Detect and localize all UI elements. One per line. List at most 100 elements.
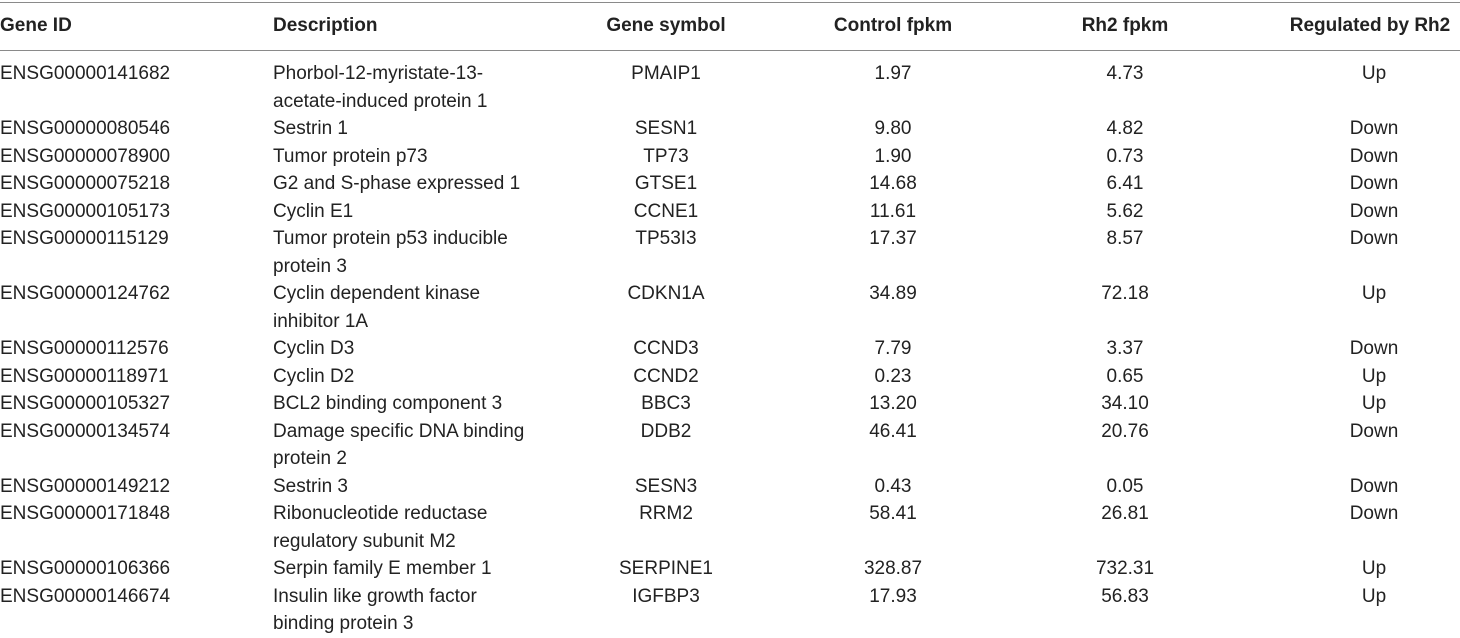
cell-gene-id: ENSG00000171848 [0,503,171,524]
cell-gene-symbol: SESN1 [634,118,698,139]
cell-control-fpkm: 0.23 [874,365,912,387]
description-line: binding protein 3 [273,613,414,634]
table-row: ENSG00000141682 Phorbol-12-myristate-13- a… [0,60,1460,115]
cell-description: Damage specific DNA binding protein 2 [273,418,563,473]
cell-rh2-fpkm: 72.18 [1101,283,1149,304]
description-line: Insulin like growth factor [273,585,477,607]
description-line: Sestrin 1 [273,118,348,139]
cell-rh2-fpkm: 4.73 [1106,63,1144,84]
description-line: Tumor protein p53 inducible [273,228,508,249]
cell-control-fpkm: 14.68 [869,173,917,194]
description-line: Ribonucleotide reductase [273,503,488,524]
header-rh2-fpkm: Rh2 fpkm [1081,15,1169,36]
cell-gene-symbol: CDKN1A [627,283,705,304]
table-row: ENSG00000146674 Insulin like growth facto… [0,583,1460,638]
description-line: Serpin family E member 1 [273,558,492,579]
table-row: ENSG00000078900 Tumor protein p73 TP73 1.90… [0,143,1460,171]
cell-control-fpkm: 17.93 [869,585,917,607]
cell-rh2-fpkm: 8.57 [1106,228,1144,249]
cell-gene-symbol: CCND3 [633,338,699,359]
cell-rh2-fpkm: 26.81 [1101,503,1149,524]
cell-gene-symbol: TP53I3 [635,228,697,249]
cell-regulated: Down [1349,503,1399,524]
cell-gene-symbol: CCNE1 [633,200,699,222]
cell-description: Sestrin 3 [273,473,563,501]
cell-gene-id: ENSG00000112576 [0,338,169,359]
cell-description: Tumor protein p53 inducible protein 3 [273,225,563,280]
cell-regulated: Up [1361,63,1387,84]
cell-description: Cyclin E1 [273,198,563,226]
cell-gene-symbol: DDB2 [640,420,692,442]
cell-description: G2 and S-phase expressed 1 [273,170,563,198]
cell-gene-id: ENSG00000105173 [0,200,171,222]
description-line: Cyclin dependent kinase [273,283,481,304]
header-gene-symbol: Gene symbol [606,15,726,36]
cell-rh2-fpkm: 3.37 [1106,338,1144,359]
cell-description: Ribonucleotide reductase regulatory subun… [273,500,563,555]
description-line: Cyclin E1 [273,200,354,222]
description-line: BCL2 binding component 3 [273,393,503,414]
cell-gene-id: ENSG00000080546 [0,118,171,139]
cell-gene-id: ENSG00000146674 [0,585,171,607]
table-row: ENSG00000105173 Cyclin E1 CCNE1 11.61 5.62 Do… [0,198,1460,226]
cell-gene-id: ENSG00000105327 [0,393,171,414]
cell-gene-id: ENSG00000124762 [0,283,171,304]
cell-control-fpkm: 46.41 [869,420,917,442]
cell-gene-id: ENSG00000115129 [0,228,169,249]
description-line: inhibitor 1A [273,310,369,332]
table-row: ENSG00000080546 Sestrin 1 SESN1 9.80 4.82 Dow… [0,115,1460,143]
cell-description: Cyclin dependent kinase inhibitor 1A [273,280,563,335]
header-gene-id: Gene ID [0,15,72,36]
cell-control-fpkm: 1.97 [874,63,912,84]
cell-rh2-fpkm: 34.10 [1101,393,1149,414]
cell-description: BCL2 binding component 3 [273,390,563,418]
cell-gene-id: ENSG00000134574 [0,420,171,442]
cell-regulated: Down [1349,228,1399,249]
header-regulated: Regulated by Rh2 [1289,15,1451,36]
header-rule [0,50,1460,51]
cell-control-fpkm: 34.89 [869,283,917,304]
description-line: protein 2 [273,448,347,469]
cell-description: Cyclin D2 [273,363,563,391]
cell-gene-symbol: TP73 [643,145,689,167]
cell-regulated: Down [1349,145,1399,167]
table-row: ENSG00000075218 G2 and S-phase expressed … [0,170,1460,198]
description-line: Phorbol-12-myristate-13- [273,63,484,84]
cell-regulated: Up [1361,585,1387,607]
description-line: protein 3 [273,255,347,277]
cell-gene-symbol: CCND2 [633,365,699,387]
cell-regulated: Up [1361,365,1387,387]
cell-control-fpkm: 0.43 [874,475,912,497]
cell-rh2-fpkm: 5.62 [1106,200,1144,222]
cell-control-fpkm: 58.41 [869,503,917,524]
cell-description: Insulin like growth factor binding protei… [273,583,563,638]
cell-gene-id: ENSG00000118971 [0,365,169,387]
cell-description: Cyclin D3 [273,335,563,363]
description-line: Cyclin D2 [273,365,355,387]
table-row: ENSG00000112576 Cyclin D3 CCND3 7.79 3.37 Dow… [0,335,1460,363]
description-line: regulatory subunit M2 [273,530,456,552]
table-row: ENSG00000106366 Serpin family E member 1 S… [0,555,1460,583]
description-line: acetate-induced protein 1 [273,90,488,112]
cell-gene-symbol: PMAIP1 [631,63,701,84]
cell-description: Tumor protein p73 [273,143,563,171]
cell-rh2-fpkm: 0.73 [1106,145,1144,167]
cell-gene-symbol: BBC3 [641,393,691,414]
cell-gene-id: ENSG00000075218 [0,173,171,194]
cell-regulated: Up [1361,558,1387,579]
cell-regulated: Down [1349,173,1399,194]
cell-rh2-fpkm: 4.82 [1106,118,1144,139]
cell-control-fpkm: 7.79 [874,338,912,359]
cell-control-fpkm: 13.20 [869,393,917,414]
table-row: ENSG00000105327 BCL2 binding component 3 B… [0,390,1460,418]
cell-rh2-fpkm: 0.05 [1106,475,1144,497]
cell-gene-id: ENSG00000141682 [0,63,171,84]
cell-gene-id: ENSG00000078900 [0,145,171,167]
description-line: Sestrin 3 [273,475,348,497]
cell-regulated: Up [1361,393,1387,414]
cell-gene-symbol: GTSE1 [634,173,698,194]
table-header: Gene ID Description Gene symbol Control … [0,14,1460,40]
cell-control-fpkm: 9.80 [874,118,912,139]
cell-control-fpkm: 328.87 [863,558,923,579]
description-line: G2 and S-phase expressed 1 [273,173,521,194]
